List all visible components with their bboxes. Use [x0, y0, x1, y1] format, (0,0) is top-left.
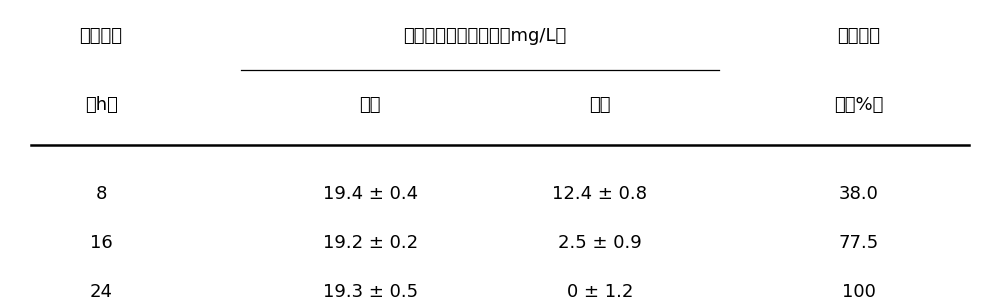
Text: 0 ± 1.2: 0 ± 1.2	[567, 283, 633, 301]
Text: 培养时间: 培养时间	[80, 27, 123, 45]
Text: 平均降解: 平均降解	[838, 27, 881, 45]
Text: 24: 24	[90, 283, 113, 301]
Text: 率（%）: 率（%）	[834, 96, 884, 114]
Text: 100: 100	[842, 283, 876, 301]
Text: 38.0: 38.0	[839, 185, 879, 203]
Text: 77.5: 77.5	[839, 234, 879, 252]
Text: 19.4 ± 0.4: 19.4 ± 0.4	[323, 185, 418, 203]
Text: （h）: （h）	[85, 96, 118, 114]
Text: 19.2 ± 0.2: 19.2 ± 0.2	[323, 234, 418, 252]
Text: 处理: 处理	[589, 96, 610, 114]
Text: 19.3 ± 0.5: 19.3 ± 0.5	[323, 283, 418, 301]
Text: 16: 16	[90, 234, 112, 252]
Text: 林可霉素的残留浓度（mg/L）: 林可霉素的残留浓度（mg/L）	[403, 27, 567, 45]
Text: 8: 8	[95, 185, 107, 203]
Text: 12.4 ± 0.8: 12.4 ± 0.8	[552, 185, 647, 203]
Text: 2.5 ± 0.9: 2.5 ± 0.9	[558, 234, 642, 252]
Text: 对照: 对照	[360, 96, 381, 114]
